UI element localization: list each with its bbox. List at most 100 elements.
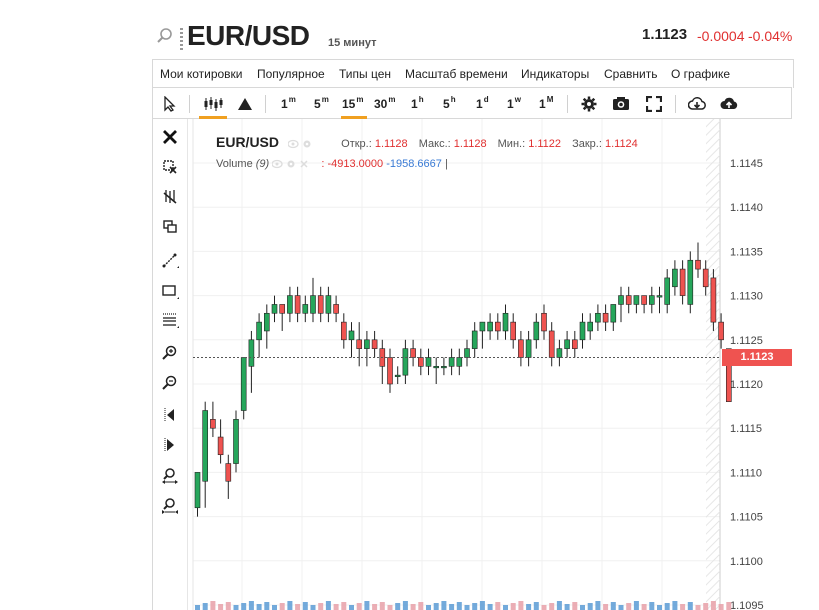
volume-visibility-icons[interactable]	[272, 159, 318, 169]
settings-gear-icon[interactable]	[581, 96, 597, 112]
menu-compare[interactable]: Сравнить	[604, 67, 658, 81]
legend-open-label: Откр.:	[341, 138, 372, 150]
chart-toolbar: 1m 5m 15m 30m 1h 5h 1d 1w 1M	[152, 87, 792, 119]
y-tick-label: 1.1115	[730, 423, 762, 435]
timeframe-30m[interactable]: 30m	[374, 95, 396, 111]
volume-legend: Volume (9) : -4913.0000 -1958.6667 |	[216, 158, 448, 170]
volume-bar	[564, 604, 570, 610]
active-chart-type-underline	[199, 116, 227, 119]
zoom-out-icon[interactable]	[161, 374, 179, 392]
volume-bar	[210, 601, 216, 610]
candle-body	[356, 339, 362, 349]
cursor-icon[interactable]	[163, 96, 177, 112]
candle-body	[579, 321, 586, 341]
timeframe-1d[interactable]: 1d	[476, 95, 489, 111]
candle-body	[471, 330, 478, 349]
candle-body	[433, 366, 439, 369]
zoom-in-icon[interactable]	[161, 344, 179, 362]
timeframe-1h[interactable]: 1h	[411, 95, 424, 111]
timeframe-1w[interactable]: 1w	[507, 95, 521, 111]
timeframe-1m[interactable]: 1m	[281, 95, 296, 111]
volume-bar	[595, 601, 601, 610]
chart-menu-bar: Мои котировки Популярное Типы цен Масшта…	[152, 59, 794, 88]
volume-bar	[225, 602, 231, 610]
volume-bar	[580, 605, 585, 610]
volume-bar	[641, 604, 647, 610]
y-tick-label: 1.1110	[730, 467, 762, 479]
volume-bar	[464, 605, 470, 610]
timeframe-15m[interactable]: 15m	[342, 95, 364, 111]
zoom-in-horizontal-icon[interactable]	[161, 467, 179, 485]
candle-body	[656, 295, 663, 298]
camera-icon[interactable]	[612, 96, 630, 111]
candle-body	[487, 321, 493, 332]
candle-body	[548, 330, 555, 358]
candle-body	[556, 348, 563, 358]
candle-body	[387, 357, 393, 385]
drawing-tools-panel	[152, 119, 188, 610]
scroll-right-icon[interactable]	[161, 436, 179, 454]
search-icon[interactable]	[156, 27, 174, 45]
volume-value-1: -4913.0000	[327, 158, 384, 170]
y-tick-label: 1.1120	[730, 379, 763, 391]
volume-bar	[649, 602, 655, 610]
remove-drawings-icon[interactable]	[161, 158, 179, 176]
volume-bar	[556, 601, 562, 610]
y-tick-label: 1.1105	[730, 512, 763, 524]
hide-drawings-icon[interactable]	[161, 188, 179, 206]
y-tick-label: 1.1140	[730, 202, 763, 214]
menu-time-scale[interactable]: Масштаб времени	[405, 67, 508, 81]
volume-bar	[379, 602, 385, 610]
copy-icon[interactable]	[161, 218, 179, 236]
future-area-hatch	[706, 119, 720, 610]
volume-bar	[279, 603, 285, 610]
cloud-download-icon[interactable]	[688, 96, 706, 112]
close-icon[interactable]	[161, 128, 179, 146]
volume-bar	[395, 603, 401, 610]
menu-about-chart[interactable]: О графике	[671, 67, 731, 81]
volume-bar	[318, 603, 324, 610]
y-tick-label: 1.1125	[730, 335, 763, 347]
candle-body	[217, 436, 224, 456]
candlestick-chart-icon[interactable]	[203, 96, 223, 112]
candle-body	[418, 357, 424, 367]
candle-body	[533, 321, 540, 341]
area-chart-icon[interactable]	[238, 97, 252, 110]
candle-body	[679, 268, 686, 296]
cloud-upload-icon[interactable]	[720, 96, 738, 112]
zoom-out-horizontal-icon[interactable]	[161, 497, 179, 515]
candle-body	[610, 304, 617, 323]
legend-visibility-icons[interactable]	[288, 139, 338, 149]
trend-line-icon[interactable]	[161, 251, 179, 269]
candle-body	[725, 348, 732, 402]
fullscreen-icon[interactable]	[646, 96, 662, 112]
rectangle-tool-icon[interactable]	[161, 282, 179, 300]
candle-body	[633, 295, 640, 305]
timeframe-1M[interactable]: 1M	[539, 95, 554, 111]
symbol-title[interactable]: EUR/USD	[187, 20, 310, 51]
timeframe-5m[interactable]: 5m	[314, 95, 329, 111]
candle-body	[494, 321, 501, 332]
legend-close-label: Закр.:	[572, 138, 602, 150]
menu-popular[interactable]: Популярное	[257, 67, 325, 81]
candle-body	[510, 321, 517, 341]
candle-body	[287, 295, 293, 314]
candle-body	[402, 348, 409, 376]
menu-my-quotes[interactable]: Мои котировки	[160, 67, 243, 81]
candle-body	[325, 295, 332, 314]
volume-bar	[703, 603, 709, 610]
timeframe-5h[interactable]: 5h	[443, 95, 456, 111]
menu-indicators[interactable]: Индикаторы	[521, 67, 590, 81]
fibonacci-lines-icon[interactable]	[161, 311, 179, 329]
candle-body	[410, 348, 416, 358]
volume-bar	[233, 605, 239, 610]
candle-body	[294, 295, 301, 314]
menu-price-types[interactable]: Типы цен	[339, 67, 392, 81]
price-chart[interactable]: 1.1145 1.1140 1.1135 1.1130 1.1125 1.1120 1.11…	[187, 119, 819, 610]
volume-bar	[518, 601, 524, 610]
volume-bar	[572, 602, 578, 610]
scroll-left-icon[interactable]	[161, 406, 179, 424]
volume-bar	[295, 604, 301, 610]
candle-body	[518, 339, 524, 358]
candle-body	[364, 339, 370, 349]
